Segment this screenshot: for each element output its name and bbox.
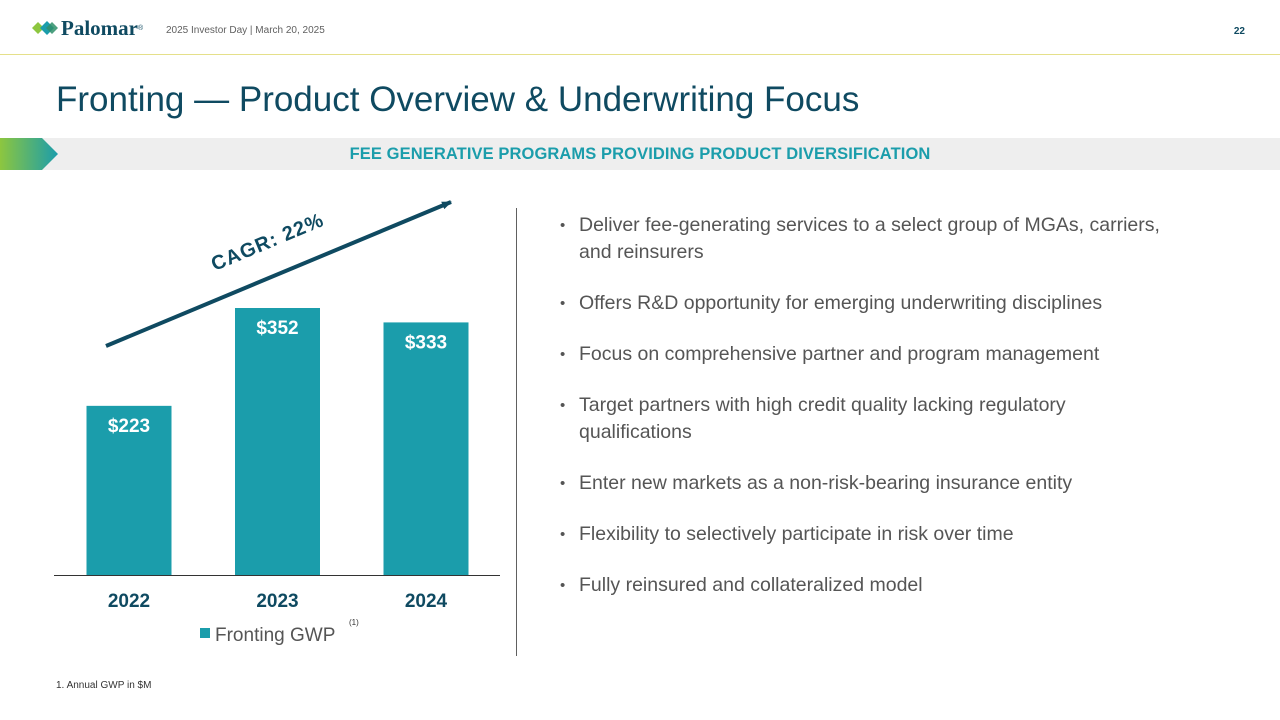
legend-label: Fronting GWP (215, 625, 335, 646)
bar-2023 (235, 308, 320, 575)
fronting-gwp-chart: $223 2022 $352 2023 $333 2024 CAGR: 22% Front… (54, 200, 500, 646)
column-divider (516, 208, 517, 656)
header-bar: Palomar ® 2025 Investor Day | March 20, 2… (0, 0, 1280, 55)
cagr-trend-arrow (105, 200, 452, 348)
x-tick-label: 2023 (256, 591, 298, 612)
bullet-item: Enter new markets as a non-risk-bearing … (560, 470, 1160, 497)
footnote: 1. Annual GWP in $M (56, 680, 152, 691)
bullet-item: Fully reinsured and collateralized model (560, 572, 1160, 599)
bar-value-label: $333 (405, 332, 447, 353)
bar-value-label: $352 (256, 318, 298, 339)
header-meta: 2025 Investor Day | March 20, 2025 (166, 25, 325, 36)
banner: FEE GENERATIVE PROGRAMS PROVIDING PRODUC… (0, 138, 1280, 170)
palomar-logo: Palomar ® (32, 16, 143, 40)
bullet-item: Deliver fee-generating services to a sel… (560, 212, 1160, 266)
bullet-item: Offers R&D opportunity for emerging unde… (560, 290, 1160, 317)
logo-registered-mark: ® (137, 24, 144, 32)
slide-title: Fronting — Product Overview & Underwriti… (56, 80, 860, 119)
page-number: 22 (1233, 26, 1245, 37)
legend-superscript: (1) (349, 618, 359, 627)
bullet-item: Flexibility to selectively participate i… (560, 521, 1160, 548)
bar-2024 (383, 322, 469, 575)
bullet-list: Deliver fee-generating services to a sel… (560, 212, 1160, 623)
legend-swatch (200, 628, 210, 638)
banner-text: FEE GENERATIVE PROGRAMS PROVIDING PRODUC… (349, 145, 931, 163)
logo-text: Palomar (61, 15, 138, 40)
x-tick-label: 2022 (108, 591, 150, 612)
x-tick-label: 2024 (405, 591, 448, 612)
bullet-item: Focus on comprehensive partner and progr… (560, 341, 1160, 368)
cagr-annotation: CAGR: 22% (208, 209, 327, 276)
bullet-item: Target partners with high credit quality… (560, 392, 1160, 446)
bar-2022 (86, 405, 172, 575)
chart-legend: Fronting GWP (1) (200, 618, 359, 646)
banner-arrow-icon (0, 138, 58, 170)
palomar-diamond-icon (32, 21, 58, 35)
bar-value-label: $223 (108, 416, 150, 437)
